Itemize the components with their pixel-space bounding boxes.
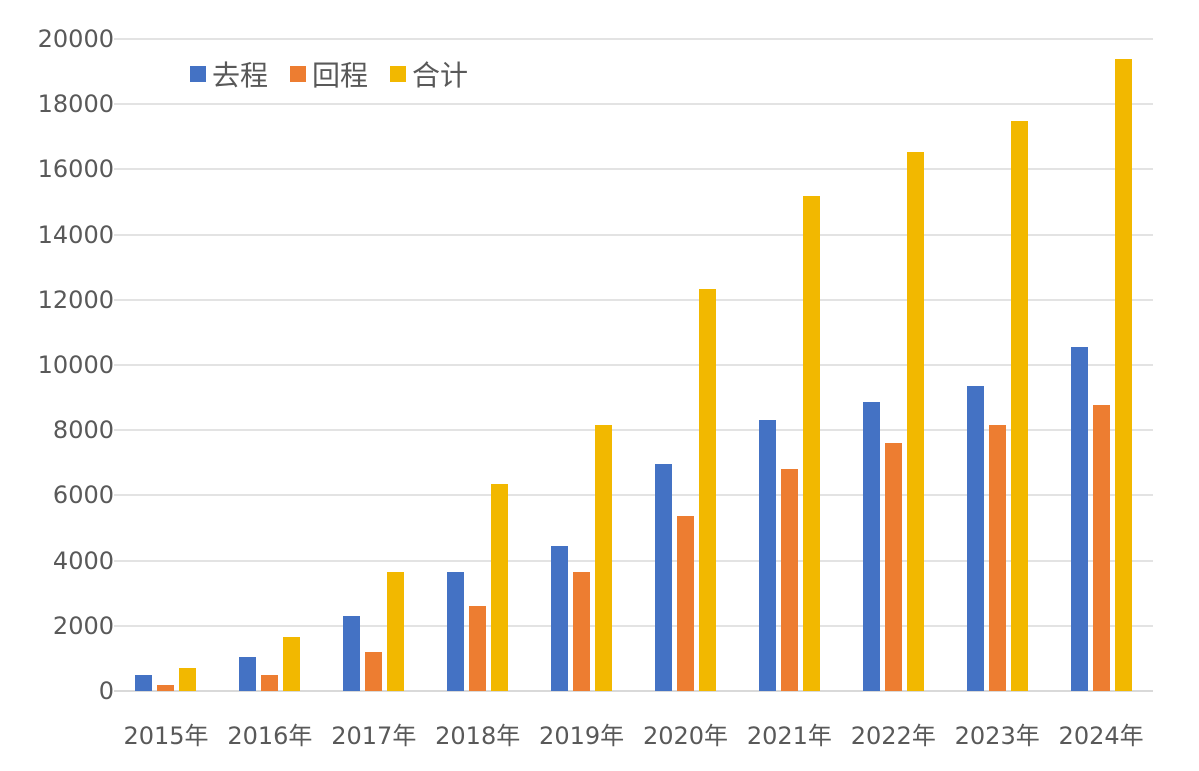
bar-合计-2020年 xyxy=(698,288,716,691)
x-tick-label: 2019年 xyxy=(539,722,625,750)
y-tick-label: 10000 xyxy=(37,351,114,379)
gridline xyxy=(114,624,1153,627)
bar-回程-2021年 xyxy=(780,468,798,691)
bar-回程-2016年 xyxy=(261,674,279,691)
x-tick-label: 2024年 xyxy=(1058,722,1144,750)
bar-合计-2024年 xyxy=(1114,59,1132,691)
legend-label: 回程 xyxy=(312,59,369,92)
bar-回程-2018年 xyxy=(469,605,487,691)
bar-合计-2016年 xyxy=(283,636,301,691)
bar-合计-2022年 xyxy=(906,152,924,691)
bar-去程-2024年 xyxy=(1070,347,1088,691)
bar-回程-2019年 xyxy=(573,572,591,691)
legend: 去程 回程 合计 xyxy=(190,54,490,94)
legend-label: 去程 xyxy=(212,59,269,92)
legend-swatch-icon xyxy=(390,66,407,82)
gridline xyxy=(114,559,1153,562)
gridline xyxy=(114,103,1153,106)
x-tick-label: 2023年 xyxy=(954,722,1040,750)
bar-回程-2020年 xyxy=(676,515,694,691)
legend-swatch-icon xyxy=(190,66,206,82)
y-tick-label: 6000 xyxy=(52,481,114,510)
x-tick-label: 2020年 xyxy=(642,722,729,750)
y-tick-label: 4000 xyxy=(52,546,114,575)
y-tick-label: 8000 xyxy=(52,416,114,445)
y-tick-label: 18000 xyxy=(37,90,114,119)
bar-合计-2018年 xyxy=(491,484,509,691)
bar-合计-2017年 xyxy=(387,572,405,691)
bar-回程-2023年 xyxy=(988,425,1006,691)
bar-去程-2021年 xyxy=(758,420,776,691)
bar-合计-2019年 xyxy=(595,425,613,691)
x-tick-label: 2017年 xyxy=(331,722,417,750)
bar-回程-2022年 xyxy=(884,443,902,691)
legend-item: 合计 xyxy=(390,54,468,94)
x-tick-label: 2016年 xyxy=(227,722,313,750)
bar-合计-2023年 xyxy=(1010,120,1028,691)
x-tick-label: 2022年 xyxy=(850,722,936,750)
bar-回程-2024年 xyxy=(1092,404,1110,691)
legend-item: 回程 xyxy=(290,54,368,94)
bar-合计-2015年 xyxy=(179,667,197,691)
y-tick-label: 20000 xyxy=(37,25,114,53)
y-tick-label: 16000 xyxy=(37,155,114,184)
bar-去程-2017年 xyxy=(343,616,361,691)
bar-回程-2017年 xyxy=(365,651,383,691)
gridline xyxy=(114,233,1153,236)
legend-swatch-icon xyxy=(290,66,307,82)
x-tick-label: 2018年 xyxy=(435,722,521,750)
y-tick-label: 0 xyxy=(98,677,114,705)
gridline xyxy=(114,364,1153,366)
bar-去程-2023年 xyxy=(966,386,984,691)
bar-去程-2016年 xyxy=(239,656,257,691)
bar-去程-2019年 xyxy=(551,545,569,691)
bar-去程-2022年 xyxy=(862,402,880,691)
bar-去程-2015年 xyxy=(135,674,153,691)
legend-item: 去程 xyxy=(190,54,268,94)
gridline xyxy=(114,298,1153,301)
legend-label: 合计 xyxy=(412,59,469,92)
gridline xyxy=(114,38,1153,40)
y-tick-label: 12000 xyxy=(37,285,114,314)
gridline xyxy=(114,429,1153,432)
bar-回程-2015年 xyxy=(157,685,175,691)
bar-合计-2021年 xyxy=(802,195,820,691)
x-axis-line xyxy=(114,690,1153,692)
x-tick-label: 2021年 xyxy=(746,722,832,750)
gridline xyxy=(114,168,1153,171)
bar-去程-2018年 xyxy=(447,572,465,691)
y-tick-label: 2000 xyxy=(52,611,114,640)
x-tick-label: 2015年 xyxy=(123,722,209,750)
bar-去程-2020年 xyxy=(654,463,672,691)
gridline xyxy=(114,494,1153,497)
y-tick-label: 14000 xyxy=(37,220,114,249)
